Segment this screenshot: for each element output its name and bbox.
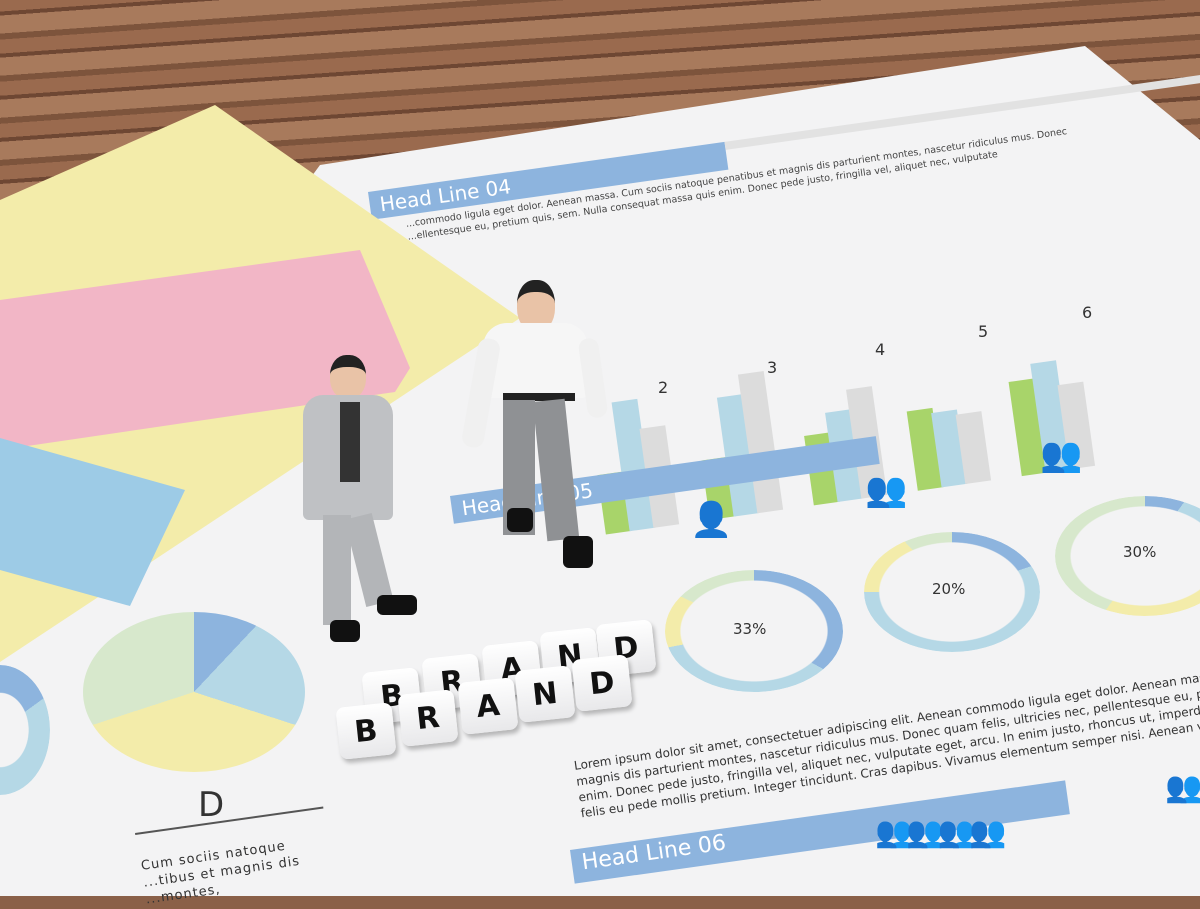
figurine-white-shirt-man (460, 278, 610, 573)
donut-label: 33% (733, 620, 767, 638)
pie-chart (83, 612, 305, 772)
bar-number: 2 (658, 378, 669, 397)
bar-number: 5 (978, 322, 989, 341)
donut-chart-33 (665, 570, 843, 692)
letter-block: A (457, 677, 519, 735)
letter-block: R (397, 689, 459, 747)
bar-number: 3 (767, 358, 778, 377)
people-icon: 👥 (865, 470, 908, 510)
people-icon: 👥 (1165, 770, 1200, 805)
donut-chart-30 (1055, 496, 1200, 616)
people-row-icon: 👥👥👥👥 (875, 815, 1006, 850)
letter-block: B (335, 702, 397, 760)
donut-label: 20% (932, 580, 966, 598)
bar-number: 4 (875, 340, 886, 359)
people-icon: 👥 (1040, 435, 1083, 475)
letter-block: D (571, 654, 633, 712)
figurine-suit-man (285, 350, 430, 655)
letter-block: N (514, 665, 576, 723)
donut-chart-20 (864, 532, 1040, 652)
bar-number: 6 (1082, 303, 1093, 322)
person-icon: 👤 (690, 500, 733, 540)
pie-label: D (198, 785, 225, 825)
donut-label: 30% (1123, 543, 1157, 561)
